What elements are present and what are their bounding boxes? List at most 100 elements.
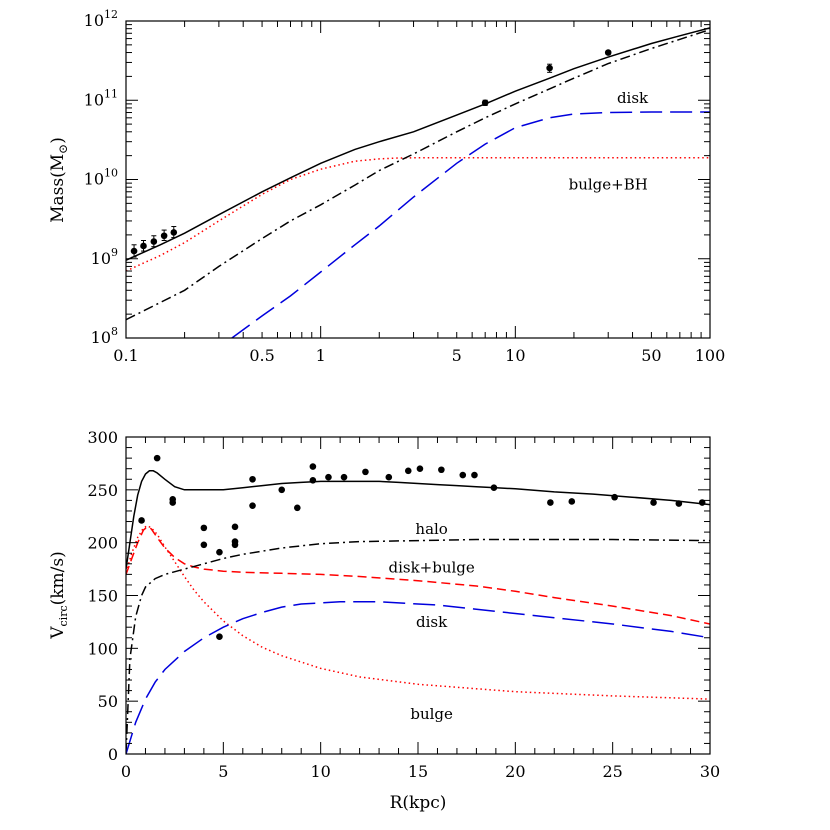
mass-y-axis-label: Mass(M⊙): [48, 137, 70, 223]
velocity-y-axis-label: Vcirc(km/s): [48, 551, 70, 640]
velocity-annotation-halo: halo: [415, 520, 447, 538]
velocity-data-point: [309, 477, 317, 484]
velocity-data-point: [698, 499, 706, 506]
velocity-data-point: [385, 473, 393, 481]
velocity-data-point: [675, 500, 683, 507]
velocity-data-point: [216, 548, 223, 556]
mass-data-points: [130, 49, 612, 258]
velocity-data-point: [611, 493, 618, 501]
mass-y-tick-exponent: 9: [111, 246, 118, 259]
velocity-data-point: [459, 471, 467, 479]
velocity-x-tick-label: 10: [310, 762, 330, 781]
mass-y-tick-exponent: 11: [104, 87, 118, 100]
velocity-axis-ticks: [125, 436, 711, 755]
velocity-y-tick-label: 300: [87, 428, 118, 447]
mass-data-point: [160, 232, 168, 240]
velocity-data-point: [249, 475, 256, 483]
velocity-y-tick-label: 50: [98, 692, 118, 711]
velocity-data-point: [200, 541, 208, 549]
velocity-curves: [126, 470, 710, 754]
velocity-data-point: [138, 517, 145, 524]
mass-y-tick-base: 10: [84, 170, 104, 189]
mass-series-longdash-line: [231, 111, 710, 338]
mass-x-tick-label: 0.5: [249, 346, 274, 365]
velocity-y-tick-label: 250: [87, 481, 118, 500]
velocity-data-point: [340, 473, 348, 481]
mass-data-point: [546, 64, 553, 72]
mass-data-point: [150, 238, 158, 245]
velocity-x-tick-label: 5: [218, 762, 228, 781]
mass-annotations: disk bulge+BH: [569, 89, 649, 193]
velocity-data-point: [216, 633, 223, 641]
mass-y-tick-base: 10: [91, 249, 111, 268]
mass-data-point: [604, 49, 612, 56]
mass-data-point: [170, 229, 178, 236]
mass-annotation-disk: disk: [617, 89, 649, 107]
rotation-curve-panel: 0 5 10 15 20 25 30 0 50 100 150 200 250 300 R(kpc) V…: [48, 428, 720, 813]
mass-y-tick-exponent: 12: [104, 8, 118, 21]
velocity-x-tick-label: 25: [602, 762, 622, 781]
mass-y-tick-exponent: 8: [111, 325, 118, 338]
velocity-series-dotted-line: [126, 524, 710, 700]
velocity-series-longdash-line: [126, 601, 710, 754]
velocity-annotation-disk: disk: [416, 613, 448, 631]
mass-y-tick-label: 1011: [84, 87, 118, 109]
mass-data-point: [140, 242, 147, 250]
mass-y-tick-label: 108: [91, 325, 118, 347]
velocity-data-point: [231, 541, 239, 549]
mass-y-tick-label: 1012: [84, 8, 118, 30]
mass-data-point: [130, 247, 138, 255]
mass-x-tick-label: 10: [505, 346, 525, 365]
velocity-data-point: [309, 463, 317, 470]
velocity-data-point: [404, 467, 412, 475]
velocity-data-point: [200, 524, 208, 532]
velocity-data-point: [416, 465, 424, 473]
velocity-x-axis-label: R(kpc): [390, 793, 447, 813]
mass-x-tick-labels: 0.1 0.5 1 5 10 50 100: [113, 346, 725, 365]
velocity-x-tick-label: 30: [700, 762, 720, 781]
velocity-data-point: [153, 454, 161, 462]
velocity-data-point: [249, 502, 256, 509]
mass-axis-ticks: [125, 21, 711, 339]
mass-data-point: [481, 99, 489, 107]
velocity-x-tick-label: 20: [505, 762, 525, 781]
velocity-x-tick-labels: 0 5 10 15 20 25 30: [121, 762, 720, 781]
velocity-data-point: [490, 484, 498, 492]
velocity-data-point: [438, 466, 445, 474]
velocity-data-point: [169, 499, 177, 506]
velocity-data-points: [138, 454, 706, 641]
mass-curves: [126, 27, 710, 338]
velocity-series-solid-line: [126, 470, 710, 570]
mass-x-tick-label: 0.1: [113, 346, 138, 365]
mass-x-tick-label: 50: [641, 346, 661, 365]
velocity-x-tick-label: 0: [121, 762, 131, 781]
mass-annotation-bulge-bh: bulge+BH: [569, 175, 648, 193]
velocity-y-tick-labels: 0 50 100 150 200 250 300: [87, 428, 118, 764]
velocity-data-point: [362, 468, 369, 476]
mass-y-tick-base: 10: [91, 328, 111, 347]
velocity-data-point: [278, 486, 286, 494]
velocity-y-tick-label: 100: [87, 639, 118, 658]
mass-y-tick-base: 10: [84, 11, 104, 30]
mass-x-tick-label: 5: [452, 346, 462, 365]
velocity-y-tick-label: 0: [108, 745, 118, 764]
velocity-data-point: [650, 499, 657, 506]
mass-x-tick-label: 1: [316, 346, 326, 365]
velocity-data-point: [294, 504, 301, 512]
velocity-annotation-bulge: bulge: [410, 705, 453, 723]
velocity-annotation-disk-bulge: disk+bulge: [388, 558, 474, 576]
mass-y-tick-label: 109: [91, 246, 118, 268]
mass-series-dashdot-line: [126, 28, 710, 321]
mass-x-tick-label: 100: [695, 346, 726, 365]
velocity-y-tick-label: 150: [87, 587, 118, 606]
mass-y-tick-base: 10: [84, 90, 104, 109]
velocity-data-point: [547, 499, 554, 506]
mass-y-tick-exponent: 10: [104, 167, 118, 180]
velocity-annotations: halo disk+bulge disk bulge: [388, 520, 474, 723]
velocity-series-dashdot-line: [126, 538, 710, 754]
velocity-data-point: [568, 498, 576, 505]
velocity-y-tick-label: 200: [87, 534, 118, 553]
